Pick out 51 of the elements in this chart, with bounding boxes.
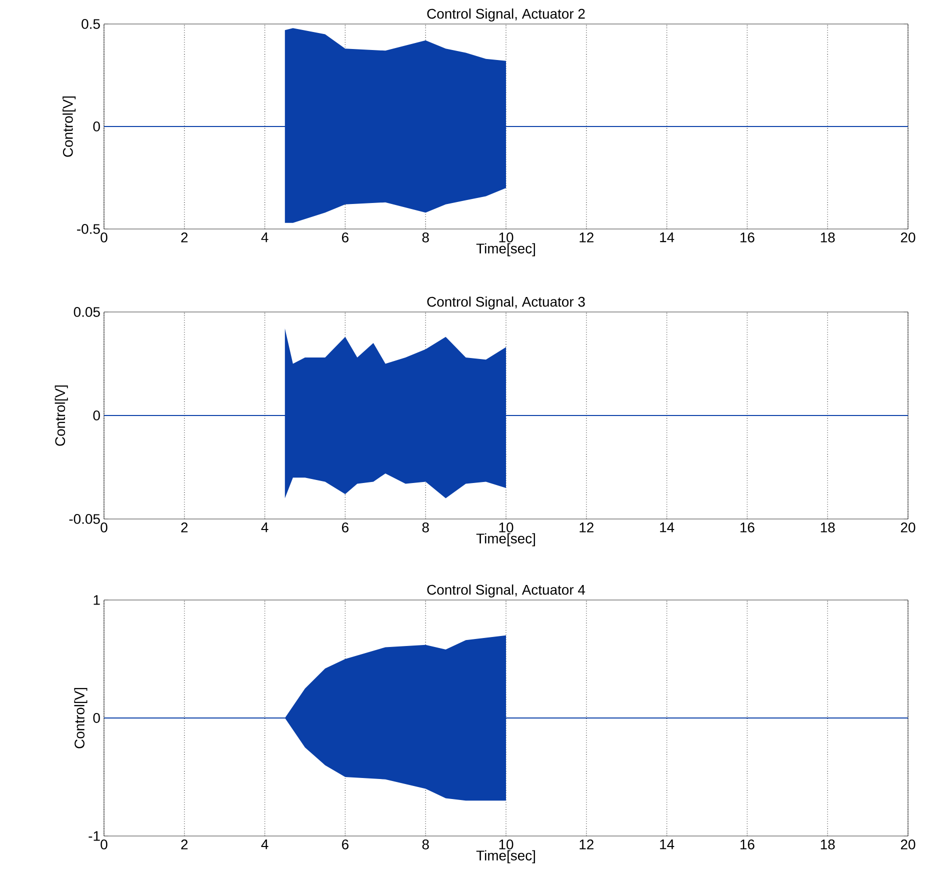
x-tick-label: 0 xyxy=(100,522,108,532)
y-axis-title: Control[V] xyxy=(62,96,76,157)
x-axis-title: Time[sec] xyxy=(476,850,535,864)
x-tick-label: 4 xyxy=(261,232,268,242)
x-tick-label: 8 xyxy=(422,840,429,850)
y-axis-title: Control[V] xyxy=(54,385,68,446)
chart-title: Control Signal, Actuator 2 xyxy=(427,8,585,22)
x-tick-label: 2 xyxy=(181,840,188,850)
chart-title: Control Signal, Actuator 3 xyxy=(427,296,585,310)
x-tick-label: 12 xyxy=(580,522,594,532)
y-axis-title: Control[V] xyxy=(74,688,88,748)
x-tick-label: 20 xyxy=(900,840,916,850)
x-tick-label: 12 xyxy=(580,232,594,242)
x-tick-label: 6 xyxy=(342,232,348,242)
x-tick-label: 10 xyxy=(499,232,514,242)
x-tick-label: 20 xyxy=(900,522,916,532)
x-tick-label: 2 xyxy=(181,232,188,242)
chart-title: Control Signal, Actuator 4 xyxy=(427,584,586,598)
x-tick-label: 16 xyxy=(740,232,754,242)
x-tick-label: 20 xyxy=(900,232,916,242)
x-tick-label: 6 xyxy=(342,840,348,850)
x-tick-label: 14 xyxy=(660,522,674,532)
y-tick-label: -0.05 xyxy=(69,514,100,524)
x-tick-label: 12 xyxy=(580,840,594,850)
x-tick-label: 6 xyxy=(342,522,348,532)
x-tick-label: 8 xyxy=(422,522,429,532)
x-tick-label: 16 xyxy=(740,840,754,850)
x-tick-label: 16 xyxy=(740,522,754,532)
x-axis-title: Time[sec] xyxy=(476,243,535,256)
x-tick-label: 0 xyxy=(100,232,108,242)
y-tick-label: 0 xyxy=(93,713,100,723)
x-tick-label: 18 xyxy=(820,232,835,242)
x-tick-label: 18 xyxy=(820,522,835,532)
x-tick-label: 10 xyxy=(499,840,514,850)
y-tick-label: 0.05 xyxy=(74,307,100,317)
y-tick-label: 0 xyxy=(93,122,100,132)
y-tick-label: 1 xyxy=(94,595,100,605)
x-tick-label: 4 xyxy=(261,840,268,850)
x-tick-label: 18 xyxy=(820,840,835,850)
y-tick-label: 0.5 xyxy=(82,19,100,29)
x-axis-title: Time[sec] xyxy=(476,533,535,546)
x-tick-label: 10 xyxy=(499,522,514,532)
x-tick-label: 14 xyxy=(660,232,674,242)
y-tick-label: 0 xyxy=(93,410,100,420)
x-tick-label: 14 xyxy=(660,840,674,850)
y-tick-label: -1 xyxy=(88,831,100,841)
x-tick-label: 0 xyxy=(100,840,108,850)
x-tick-label: 4 xyxy=(261,522,268,532)
x-tick-label: 2 xyxy=(181,522,188,532)
x-tick-label: 8 xyxy=(422,232,429,242)
y-tick-label: -0.5 xyxy=(77,224,100,234)
